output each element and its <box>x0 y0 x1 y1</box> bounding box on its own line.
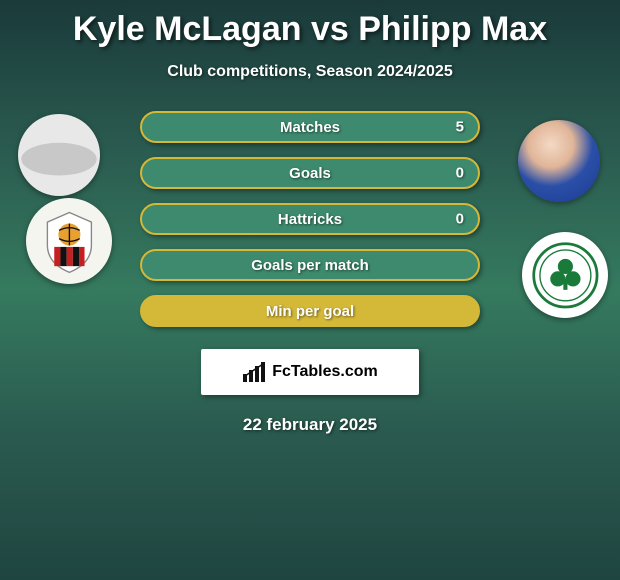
stat-label: Matches <box>280 119 340 136</box>
page-title: Kyle McLagan vs Philipp Max <box>0 0 620 49</box>
stat-label: Goals <box>289 165 331 182</box>
stat-right-value: 0 <box>456 165 464 182</box>
stat-right-value: 0 <box>456 211 464 228</box>
watermark-text: FcTables.com <box>272 363 378 381</box>
stats-panel: Matches 5 Goals 0 Hattricks 0 Goals per match M… <box>140 111 480 327</box>
stat-label: Hattricks <box>278 211 342 228</box>
stat-label: Goals per match <box>251 257 369 274</box>
stat-row: Goals 0 <box>140 157 480 189</box>
player-right-photo <box>518 120 600 202</box>
player-left-photo <box>18 114 100 196</box>
subtitle: Club competitions, Season 2024/2025 <box>0 63 620 81</box>
date-text: 22 february 2025 <box>0 415 620 435</box>
stat-row: Min per goal <box>140 295 480 327</box>
watermark: FcTables.com <box>201 349 419 395</box>
stat-row: Goals per match <box>140 249 480 281</box>
club-right-logo <box>522 232 608 318</box>
stat-row: Hattricks 0 <box>140 203 480 235</box>
stat-label: Min per goal <box>266 303 354 320</box>
bar-chart-icon <box>242 362 266 382</box>
club-left-logo <box>26 198 112 284</box>
stat-row: Matches 5 <box>140 111 480 143</box>
stat-right-value: 5 <box>456 119 464 136</box>
